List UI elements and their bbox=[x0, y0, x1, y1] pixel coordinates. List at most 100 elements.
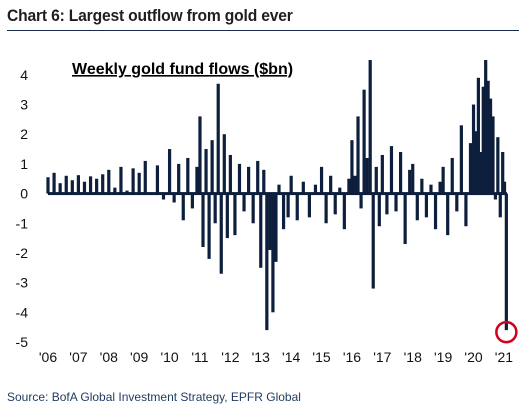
flow-bar bbox=[359, 193, 363, 209]
flow-bar bbox=[143, 160, 147, 194]
flow-bar bbox=[210, 140, 214, 194]
x-tick-label: '13 bbox=[252, 349, 270, 365]
flow-bar bbox=[350, 140, 354, 194]
flow-bar bbox=[338, 187, 342, 194]
flow-bar bbox=[380, 154, 384, 194]
x-tick-label: '16 bbox=[343, 349, 361, 365]
flow-bar bbox=[172, 193, 176, 203]
flow-bar bbox=[301, 181, 305, 194]
flow-bar bbox=[149, 193, 153, 195]
flow-bar bbox=[46, 177, 50, 194]
y-tick-label: -1 bbox=[16, 215, 29, 231]
flow-bar bbox=[368, 60, 372, 194]
flow-bar bbox=[374, 166, 378, 194]
flow-bar bbox=[464, 193, 468, 227]
flow-bar bbox=[356, 116, 360, 194]
y-tick-label: -3 bbox=[16, 275, 29, 291]
x-tick-label: '14 bbox=[282, 349, 300, 365]
flow-bar bbox=[216, 83, 220, 194]
flow-bar bbox=[177, 163, 181, 194]
flow-bar bbox=[371, 193, 375, 289]
flow-bar bbox=[342, 193, 346, 230]
flow-bar bbox=[498, 193, 502, 218]
flow-bar bbox=[324, 193, 328, 224]
flow-bar bbox=[295, 193, 299, 221]
flow-bar bbox=[262, 169, 266, 194]
flow-bar bbox=[70, 180, 74, 194]
flow-bar bbox=[441, 166, 445, 194]
flow-bar bbox=[107, 169, 111, 194]
flow-bar bbox=[481, 86, 485, 194]
flow-bar bbox=[155, 165, 160, 194]
x-axis: '06 '07 '08 '09 '10 '11 '12 '13 '14 '15 '16 '17 '18 '… bbox=[39, 349, 513, 365]
y-tick-label: -2 bbox=[16, 245, 29, 261]
flow-bar bbox=[95, 178, 99, 194]
y-tick-label: 4 bbox=[20, 67, 28, 83]
y-tick-label: -5 bbox=[16, 334, 29, 350]
x-tick-label: '09 bbox=[130, 349, 148, 365]
flow-bar bbox=[256, 160, 260, 194]
flow-bar bbox=[237, 163, 242, 194]
flow-bar bbox=[347, 178, 351, 194]
flow-bar bbox=[307, 193, 311, 218]
flow-bar bbox=[222, 134, 226, 194]
flow-bar bbox=[251, 193, 255, 224]
flow-bar bbox=[353, 175, 357, 194]
flow-bar bbox=[479, 152, 483, 194]
y-tick-label: 0 bbox=[20, 186, 28, 202]
flow-bar bbox=[247, 166, 251, 194]
flow-bar bbox=[265, 193, 269, 331]
chart-subtitle: Weekly gold fund flows ($bn) bbox=[72, 61, 293, 78]
flow-bar bbox=[289, 175, 293, 194]
x-tick-label: '21 bbox=[495, 349, 513, 365]
flow-bar bbox=[446, 193, 450, 236]
flow-bar bbox=[137, 172, 141, 194]
flow-bar bbox=[408, 169, 412, 194]
flow-bar bbox=[362, 89, 366, 194]
y-tick-label: -4 bbox=[16, 304, 29, 320]
x-tick-label: '06 bbox=[39, 349, 57, 365]
flow-bar bbox=[313, 184, 318, 194]
chart-title: Chart 6: Largest outflow from gold ever bbox=[7, 6, 293, 25]
flow-bar bbox=[501, 152, 505, 194]
flow-bar bbox=[493, 193, 498, 200]
flow-bar bbox=[415, 193, 419, 221]
flow-bar bbox=[228, 154, 232, 194]
flow-bar bbox=[377, 193, 381, 227]
flow-bar bbox=[271, 193, 275, 313]
flow-bar bbox=[181, 193, 185, 221]
x-tick-label: '18 bbox=[404, 349, 422, 365]
flow-bar bbox=[496, 137, 500, 194]
flow-bar bbox=[433, 193, 438, 230]
flow-bar bbox=[459, 125, 463, 194]
flow-bar bbox=[502, 181, 507, 194]
flow-bar bbox=[450, 157, 454, 194]
flow-bar bbox=[207, 193, 211, 259]
flow-bar bbox=[274, 193, 278, 262]
flow-bar bbox=[201, 193, 205, 248]
title-divider bbox=[7, 30, 519, 31]
flow-bar bbox=[131, 168, 135, 194]
flow-bar bbox=[125, 190, 129, 194]
flow-bar bbox=[403, 193, 407, 245]
flow-bar bbox=[471, 104, 476, 194]
x-tick-label: '07 bbox=[69, 349, 87, 365]
y-tick-label: 2 bbox=[20, 126, 28, 142]
y-axis: 4 3 2 1 0 -1 -2 -3 -4 -5 bbox=[16, 67, 29, 350]
y-tick-label: 1 bbox=[20, 156, 28, 172]
flow-bar bbox=[190, 193, 194, 209]
flow-bar bbox=[491, 116, 495, 194]
flow-bar bbox=[486, 80, 490, 194]
flow-bar bbox=[186, 157, 190, 194]
flow-bar bbox=[233, 193, 237, 236]
flow-bar bbox=[259, 193, 263, 268]
flow-bar bbox=[484, 60, 488, 194]
flow-bar bbox=[488, 98, 493, 194]
flow-bar bbox=[167, 149, 172, 194]
flow-bar bbox=[286, 193, 290, 218]
flow-bar bbox=[476, 77, 480, 194]
flow-bar bbox=[219, 193, 223, 274]
flow-bar bbox=[195, 166, 199, 194]
flow-bar bbox=[398, 152, 403, 194]
